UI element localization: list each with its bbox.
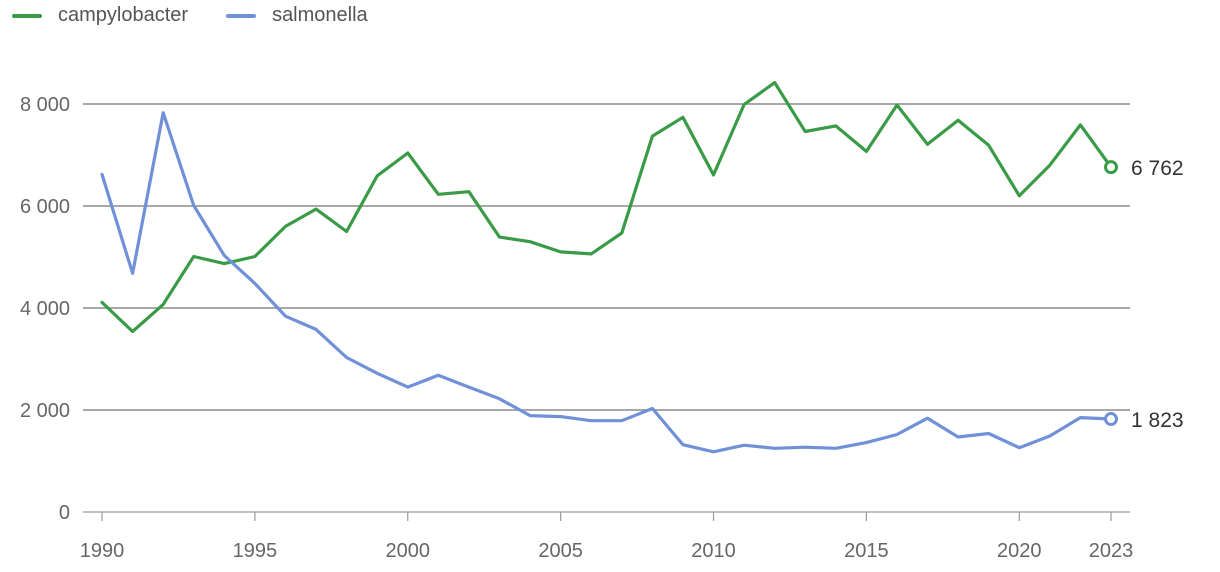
x-tick-label: 1995 (233, 540, 278, 562)
x-tick-label: 1990 (80, 540, 125, 562)
x-tick-label: 2023 (1089, 540, 1134, 562)
y-tick-label: 2 000 (20, 400, 70, 422)
y-tick-label: 4 000 (20, 298, 70, 320)
end-marker-campylobacter (1104, 160, 1118, 175)
y-tick-label: 0 (59, 502, 70, 524)
legend-item-salmonella[interactable]: salmonella (226, 4, 368, 27)
legend-swatch-salmonella (226, 13, 257, 18)
x-tick-label: 2000 (386, 540, 431, 562)
x-tick-label: 2010 (691, 540, 736, 562)
legend-swatch-campylobacter (12, 13, 42, 18)
series-line-campylobacter (100, 80, 1113, 334)
y-tick-label: 8 000 (20, 94, 70, 116)
legend-label-salmonella: salmonella (272, 4, 368, 26)
legend-item-campylobacter[interactable]: campylobacter (12, 4, 188, 27)
end-label-campylobacter: 6 762 (1131, 157, 1184, 180)
y-tick-label: 6 000 (20, 196, 70, 218)
x-tick-label: 2015 (844, 540, 889, 562)
x-tick-label: 2020 (997, 540, 1042, 562)
series-line-salmonella (100, 111, 1113, 454)
end-label-salmonella: 1 823 (1131, 409, 1184, 432)
x-tick-label: 2005 (538, 540, 583, 562)
legend: campylobacter salmonella (12, 4, 406, 27)
end-marker-salmonella (1104, 412, 1118, 427)
legend-label-campylobacter: campylobacter (58, 4, 189, 26)
